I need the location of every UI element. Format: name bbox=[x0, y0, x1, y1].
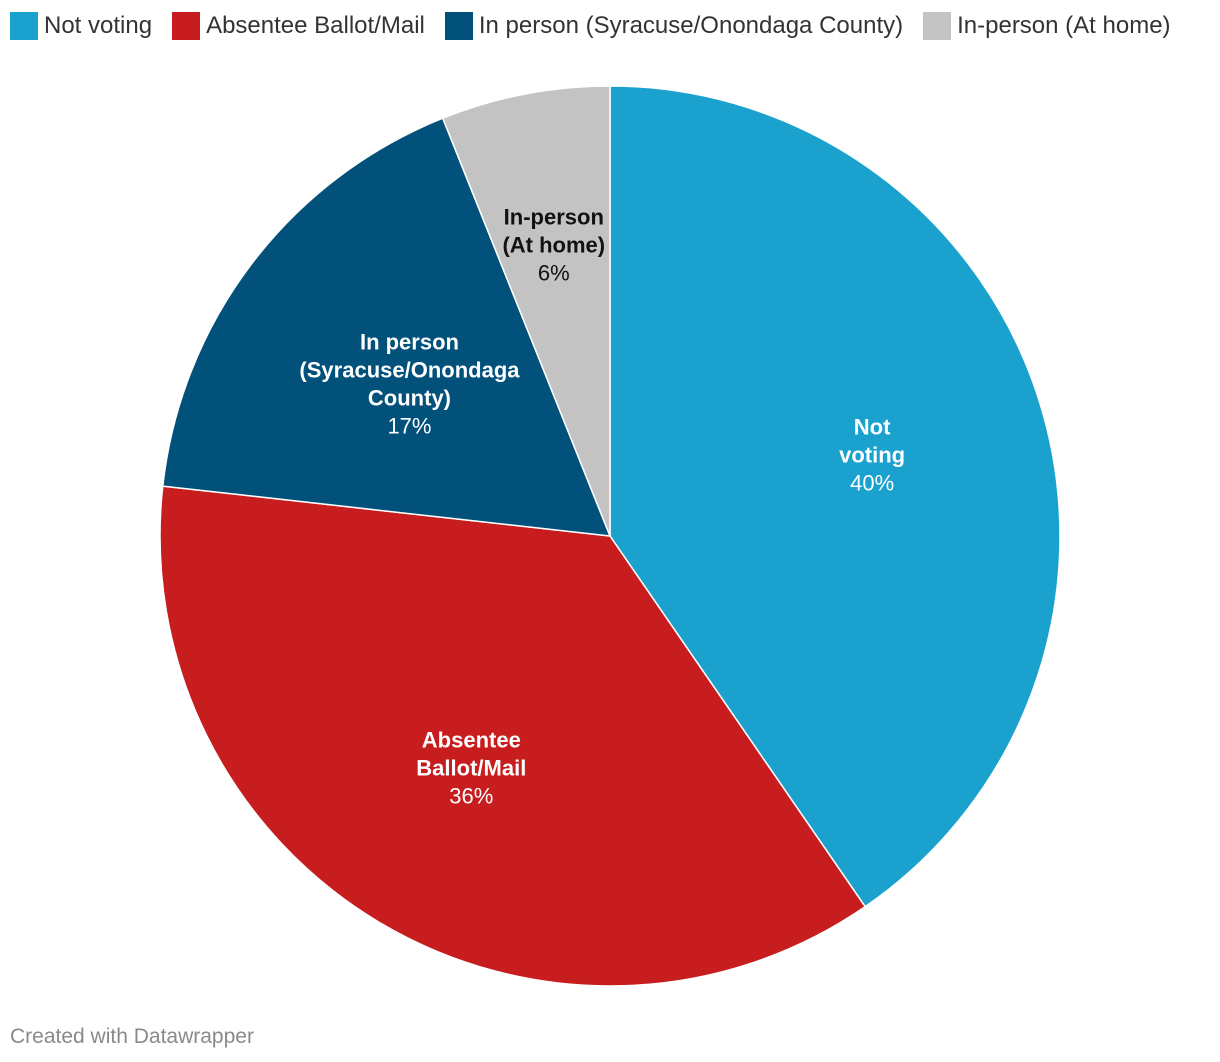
legend-swatch-in-person-syracuse bbox=[444, 12, 473, 40]
pie-slice-in-person-syracuse[interactable] bbox=[162, 117, 611, 537]
pie-slice-absentee[interactable] bbox=[159, 485, 866, 987]
legend-item-not-voting[interactable]: Not voting bbox=[10, 12, 152, 40]
slice-value-not-voting: 40% bbox=[850, 471, 894, 496]
slice-label-line: Ballot/Mail bbox=[416, 756, 526, 781]
legend-label-in-person-home: In-person (At home) bbox=[957, 12, 1171, 39]
slice-label-line: voting bbox=[839, 443, 905, 468]
slice-label-line: County) bbox=[368, 385, 451, 410]
pie-slices bbox=[159, 85, 1061, 987]
legend-item-absentee[interactable]: Absentee Ballot/Mail bbox=[172, 12, 425, 40]
legend-label-absentee: Absentee Ballot/Mail bbox=[206, 12, 425, 39]
legend-swatch-absentee bbox=[172, 12, 201, 40]
legend-item-in-person-syracuse[interactable]: In person (Syracuse/Onondaga County) bbox=[444, 12, 904, 40]
slice-label-in-person-home: In-person (At home) 6% bbox=[502, 204, 605, 285]
legend-label-in-person-syracuse: In person (Syracuse/Onondaga County) bbox=[478, 12, 904, 39]
datawrapper-credit: Created with Datawrapper bbox=[10, 1025, 254, 1048]
slice-label-line: (At home) bbox=[502, 232, 605, 257]
legend-item-in-person-home[interactable]: In-person (At home) bbox=[923, 12, 1171, 40]
pie-slice-not-voting[interactable] bbox=[609, 85, 1061, 908]
slice-label-line: Absentee bbox=[422, 728, 521, 753]
legend-swatch-not-voting bbox=[10, 12, 38, 40]
slice-label-in-person-syracuse: In person (Syracuse/Onondaga County) 17% bbox=[299, 329, 520, 438]
slice-value-absentee: 36% bbox=[449, 784, 493, 809]
slice-label-line: In person bbox=[360, 329, 459, 354]
slice-label-line: In-person bbox=[504, 204, 604, 229]
pie-labels: Not voting 40% Absentee Ballot/Mail 36% In per… bbox=[299, 204, 905, 808]
slice-label-not-voting: Not voting 40% bbox=[839, 415, 905, 496]
legend-swatch-in-person-home bbox=[923, 12, 952, 40]
slice-label-line: Not bbox=[854, 415, 891, 440]
slice-value-in-person-home: 6% bbox=[538, 260, 570, 285]
pie-slice-in-person-home[interactable] bbox=[442, 85, 611, 537]
slice-value-in-person-syracuse: 17% bbox=[387, 413, 431, 438]
chart-legend: Not voting Absentee Ballot/Mail In perso… bbox=[10, 12, 1191, 40]
slice-label-line: (Syracuse/Onondaga bbox=[299, 357, 520, 382]
legend-label-not-voting: Not voting bbox=[44, 12, 153, 39]
slice-label-absentee: Absentee Ballot/Mail 36% bbox=[416, 728, 526, 809]
